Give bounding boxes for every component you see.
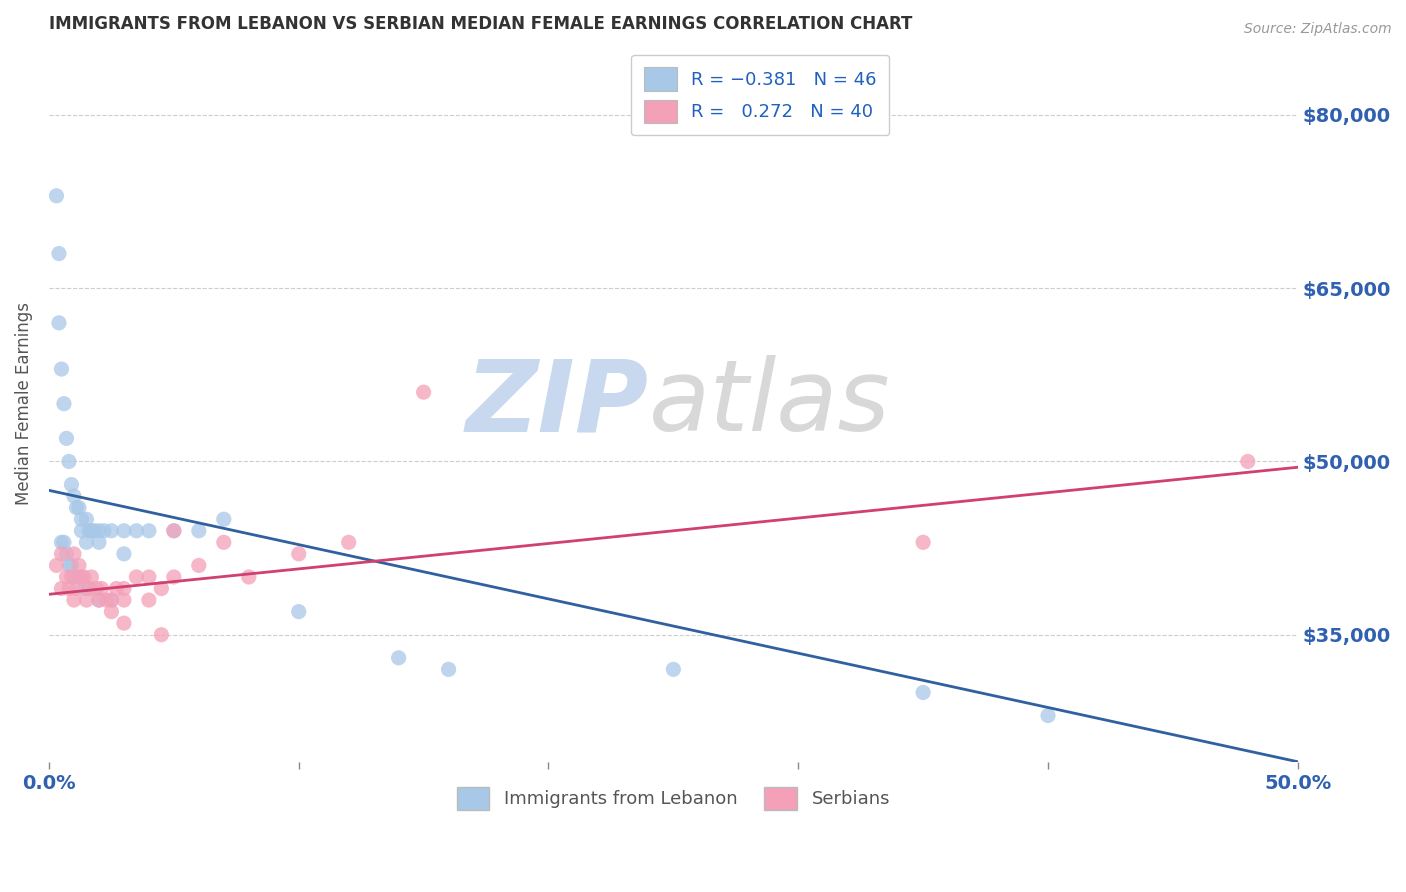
Point	[60, 570, 83, 584]
Point	[80, 570, 103, 584]
Point	[67, 558, 90, 573]
Point	[77, 524, 100, 538]
Text: IMMIGRANTS FROM LEBANON VS SERBIAN MEDIAN FEMALE EARNINGS CORRELATION CHART: IMMIGRANTS FROM LEBANON VS SERBIAN MEDIA…	[49, 15, 912, 33]
Point	[67, 570, 90, 584]
Point	[163, 570, 186, 584]
Point	[138, 570, 160, 584]
Point	[86, 582, 108, 596]
Point	[63, 489, 86, 503]
Point	[77, 582, 100, 596]
Point	[75, 593, 97, 607]
Point	[1036, 708, 1059, 723]
Point	[51, 582, 73, 596]
Point	[48, 246, 70, 260]
Point	[80, 524, 103, 538]
Point	[93, 524, 115, 538]
Point	[112, 582, 135, 596]
Point	[112, 547, 135, 561]
Point	[58, 582, 80, 596]
Point	[52, 397, 75, 411]
Point	[238, 570, 260, 584]
Point	[51, 362, 73, 376]
Point	[65, 582, 87, 596]
Point	[63, 593, 86, 607]
Point	[100, 524, 122, 538]
Point	[138, 593, 160, 607]
Text: atlas: atlas	[648, 355, 890, 452]
Point	[287, 547, 309, 561]
Text: ZIP: ZIP	[465, 355, 648, 452]
Point	[83, 524, 105, 538]
Y-axis label: Median Female Earnings: Median Female Earnings	[15, 302, 32, 505]
Point	[70, 570, 93, 584]
Point	[87, 524, 110, 538]
Point	[77, 582, 100, 596]
Point	[73, 582, 96, 596]
Point	[75, 512, 97, 526]
Point	[100, 605, 122, 619]
Point	[58, 558, 80, 573]
Point	[45, 189, 67, 203]
Point	[112, 524, 135, 538]
Point	[287, 605, 309, 619]
Point	[55, 547, 77, 561]
Point	[437, 662, 460, 676]
Point	[1236, 454, 1258, 468]
Point	[105, 582, 128, 596]
Point	[187, 524, 209, 538]
Point	[60, 558, 83, 573]
Text: Source: ZipAtlas.com: Source: ZipAtlas.com	[1244, 22, 1392, 37]
Point	[87, 535, 110, 549]
Point	[55, 431, 77, 445]
Point	[45, 558, 67, 573]
Point	[412, 385, 434, 400]
Point	[75, 535, 97, 549]
Point	[51, 547, 73, 561]
Point	[163, 524, 186, 538]
Point	[65, 500, 87, 515]
Point	[63, 570, 86, 584]
Point	[662, 662, 685, 676]
Point	[912, 685, 935, 699]
Point	[337, 535, 360, 549]
Point	[70, 524, 93, 538]
Point	[87, 593, 110, 607]
Point	[150, 582, 173, 596]
Point	[100, 593, 122, 607]
Point	[70, 512, 93, 526]
Point	[73, 570, 96, 584]
Point	[138, 524, 160, 538]
Legend: Immigrants from Lebanon, Serbians: Immigrants from Lebanon, Serbians	[450, 780, 897, 817]
Point	[100, 593, 122, 607]
Point	[212, 535, 235, 549]
Point	[163, 524, 186, 538]
Point	[58, 454, 80, 468]
Point	[48, 316, 70, 330]
Point	[125, 570, 148, 584]
Point	[90, 582, 112, 596]
Point	[52, 535, 75, 549]
Point	[87, 593, 110, 607]
Point	[212, 512, 235, 526]
Point	[60, 477, 83, 491]
Point	[187, 558, 209, 573]
Point	[388, 650, 411, 665]
Point	[55, 570, 77, 584]
Point	[67, 500, 90, 515]
Point	[912, 535, 935, 549]
Point	[125, 524, 148, 538]
Point	[150, 628, 173, 642]
Point	[51, 535, 73, 549]
Point	[96, 593, 118, 607]
Point	[112, 593, 135, 607]
Point	[63, 547, 86, 561]
Point	[112, 616, 135, 631]
